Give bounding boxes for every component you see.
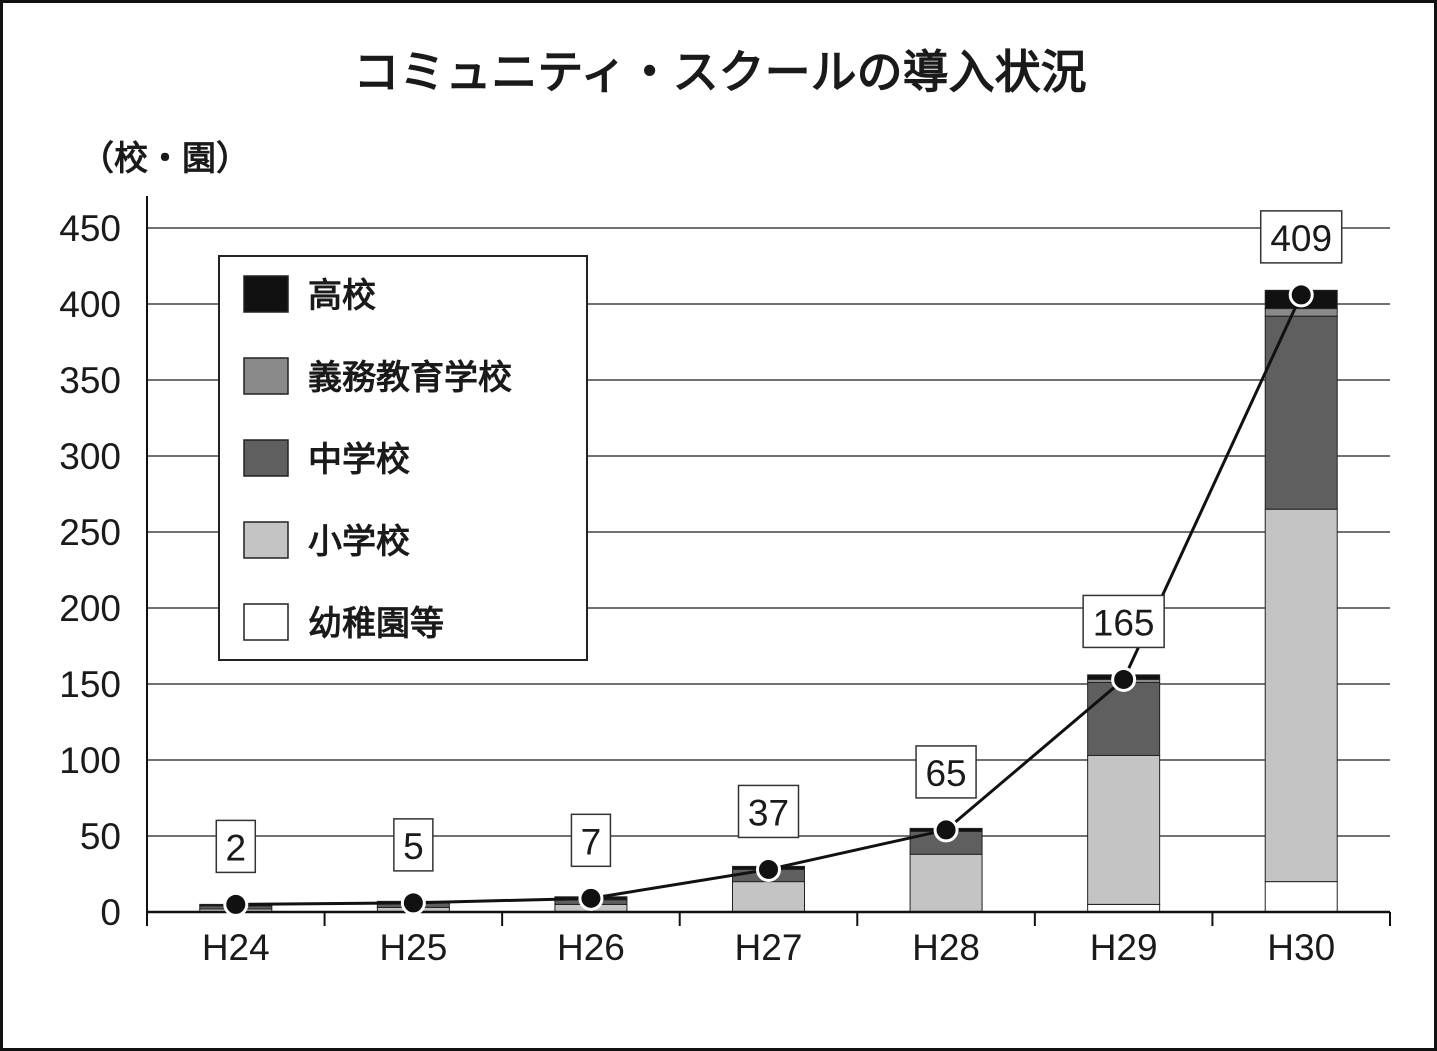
- total-label: 5: [403, 826, 424, 867]
- bar-segment: [1264, 315, 1338, 510]
- x-tick-label: H24: [202, 927, 270, 968]
- total-label: 37: [748, 792, 789, 833]
- bar-segment: [1264, 308, 1338, 317]
- total-point: [756, 856, 781, 882]
- y-tick-label: 350: [59, 360, 121, 401]
- x-tick-label: H30: [1267, 927, 1335, 968]
- total-point: [1111, 666, 1137, 692]
- total-label-box: [570, 813, 612, 868]
- legend-swatch: [243, 521, 289, 559]
- y-axis-unit-label: （校・園）: [80, 139, 250, 179]
- total-labels: 2 5 7 37 65 165 409: [215, 210, 1343, 874]
- legend-label: 中学校: [308, 440, 410, 480]
- total-point: [1288, 282, 1314, 308]
- gridlines: [147, 227, 1390, 837]
- total-label: 65: [925, 753, 966, 794]
- total-point: [223, 891, 249, 917]
- y-tick-label: 150: [59, 664, 121, 705]
- y-tick-label: 0: [100, 892, 121, 933]
- total-label: 409: [1270, 218, 1332, 259]
- bar-segment: [909, 853, 983, 913]
- legend-label: 幼稚園等: [308, 604, 444, 644]
- total-line: [223, 282, 1314, 917]
- y-tick-label: 50: [80, 816, 121, 857]
- total-point: [933, 817, 959, 843]
- total-point: [578, 885, 604, 911]
- legend-label: 高校: [308, 276, 376, 316]
- chart-title: コミュニティ・スクールの導入状況: [353, 45, 1086, 99]
- legend-label: 小学校: [308, 522, 410, 562]
- y-tick-label: 200: [59, 588, 121, 629]
- y-tick-label: 100: [59, 740, 121, 781]
- bar-segment: [1087, 681, 1161, 756]
- legend-label: 義務教育学校: [308, 358, 512, 398]
- total-label-box: [393, 818, 434, 872]
- total-label-box: [1259, 210, 1343, 264]
- y-tick-label: 300: [59, 436, 121, 477]
- bar-segment: [1087, 754, 1161, 905]
- x-tick-label: H29: [1090, 927, 1158, 968]
- bar-segment: [1264, 508, 1338, 883]
- bar-segment: [732, 881, 805, 913]
- legend-swatch: [243, 275, 289, 313]
- y-tick-label: 400: [59, 284, 121, 325]
- y-tick-label: 250: [59, 512, 121, 553]
- legend-swatch: [243, 603, 289, 641]
- x-tick-label: H25: [379, 927, 447, 968]
- total-label-box: [915, 745, 977, 799]
- axes: 0 50 100 150 200 250 300 350 400 450 H24 H25 H26 H27 H…: [59, 196, 1391, 968]
- x-tick-label: H26: [557, 927, 625, 968]
- total-label-box: [1082, 594, 1165, 649]
- total-label-box: [737, 784, 800, 839]
- total-label: 165: [1093, 602, 1155, 643]
- x-tick-label: H28: [912, 927, 980, 968]
- total-label: 7: [581, 821, 602, 862]
- x-tick-label: H27: [735, 927, 803, 968]
- total-label-box: [215, 819, 257, 874]
- bar-segment: [1264, 881, 1338, 913]
- total-point: [400, 890, 426, 916]
- total-label: 2: [225, 827, 246, 868]
- legend-swatch: [243, 439, 289, 477]
- legend-swatch: [243, 357, 289, 395]
- y-tick-label: 450: [59, 208, 121, 249]
